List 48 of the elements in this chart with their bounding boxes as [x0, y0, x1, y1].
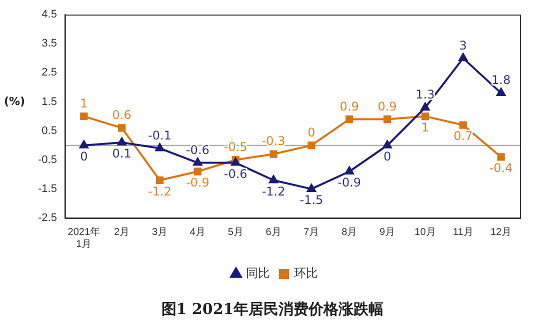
- data-label: -0.3: [262, 134, 286, 148]
- y-tick-label: 4.5: [42, 8, 57, 21]
- data-label: 0.9: [378, 99, 397, 114]
- data-label: -0.9: [338, 176, 362, 190]
- data-label: -1.2: [262, 184, 286, 198]
- x-tick-label: 5月: [228, 226, 244, 238]
- x-tick-label: 2021年 1月: [68, 226, 100, 250]
- x-tick-label: 4月: [190, 226, 206, 238]
- data-label: 0.6: [112, 108, 132, 122]
- data-label: -1.2: [148, 184, 172, 198]
- data-label: -0.5: [224, 140, 248, 154]
- data-label: 1: [80, 96, 88, 110]
- data-label: 0.1: [112, 146, 132, 161]
- data-label: -0.6: [224, 166, 248, 181]
- x-tick-label: 10月: [414, 226, 436, 238]
- y-axis-title: (%): [4, 94, 26, 108]
- data-label: -0.6: [186, 142, 210, 157]
- data-label: 0: [308, 125, 316, 140]
- data-label: 1.8: [491, 73, 511, 88]
- data-label: -0.1: [148, 128, 172, 142]
- y-tick-label: -1.5: [38, 182, 57, 195]
- legend-label: 同比: [246, 266, 270, 280]
- data-label: -0.9: [186, 176, 210, 190]
- y-tick-label: -0.5: [38, 154, 57, 166]
- x-tick-label: 3月: [152, 226, 168, 238]
- x-tick-label: 6月: [266, 226, 282, 238]
- x-tick-label: 12月: [490, 226, 512, 238]
- data-label: 0: [80, 149, 88, 164]
- data-label: 1: [421, 120, 430, 134]
- text: 图1 2021年居民消费价格涨跌幅: [160, 300, 385, 319]
- data-label: 1.3: [416, 88, 435, 102]
- data-label: -1.5: [300, 193, 324, 208]
- y-tick-label: -2.5: [38, 212, 57, 224]
- y-tick-label: 1.5: [42, 96, 57, 108]
- data-label: 0.9: [340, 99, 359, 114]
- y-tick-label: 3.5: [42, 38, 57, 50]
- data-label: -0.4: [489, 161, 513, 176]
- data-label: 0.7: [454, 129, 473, 144]
- legend-label: 环比: [294, 266, 318, 280]
- x-tick-label: 8月: [342, 226, 358, 238]
- data-label: 3: [459, 38, 467, 52]
- x-tick-label: 7月: [304, 226, 320, 238]
- y-tick-label: 0.5: [42, 124, 57, 137]
- x-tick-label: 2月: [114, 226, 130, 238]
- x-tick-label: 9月: [379, 226, 396, 238]
- x-tick-label: 11月: [452, 226, 474, 238]
- y-tick-label: 2.5: [42, 66, 57, 79]
- data-label: 0: [383, 149, 392, 164]
